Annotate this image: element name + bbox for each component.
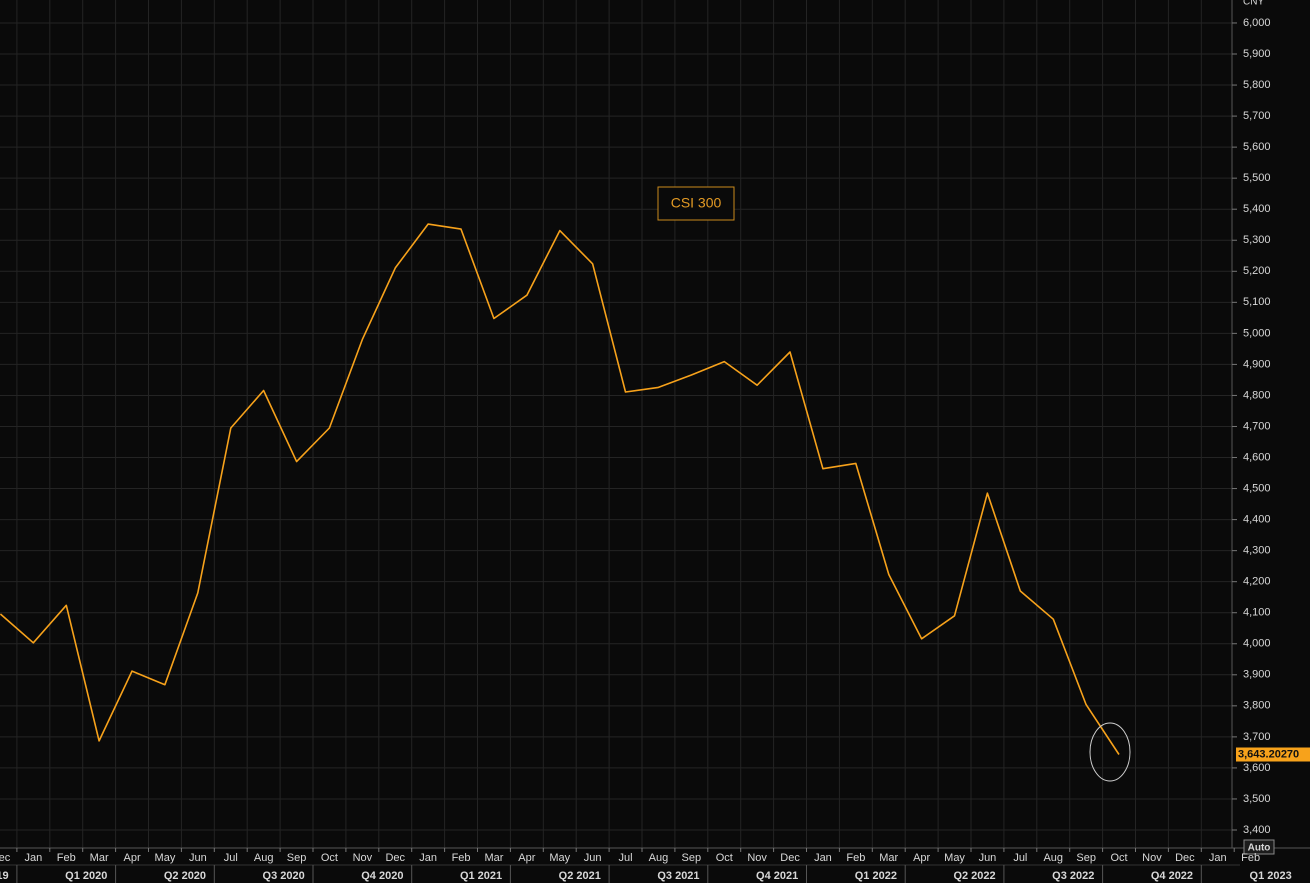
x-tick-label: Aug (1043, 852, 1063, 864)
y-unit: CNY (1243, 0, 1264, 8)
x-tick-label: Dec (385, 852, 405, 864)
y-tick-label: 3,800 (1243, 700, 1271, 712)
x-tick-label: Mar (90, 852, 109, 864)
x-tick-label: Nov (353, 852, 373, 864)
y-tick-label: 4,800 (1243, 389, 1271, 401)
x-tick-label: Feb (846, 852, 865, 864)
x-tick-label: May (944, 852, 965, 864)
quarter-tick-label: Q2 2021 (559, 870, 601, 882)
x-tick-label: Mar (879, 852, 898, 864)
x-tick-label: Jun (584, 852, 602, 864)
x-tick-label: Jul (1013, 852, 1027, 864)
quarter-tick-label: Q3 2020 (263, 870, 305, 882)
y-tick-label: 4,600 (1243, 451, 1271, 463)
x-tick-label: Oct (716, 852, 733, 864)
x-tick-label: Oct (1110, 852, 1127, 864)
y-tick-label: 4,200 (1243, 576, 1271, 588)
x-tick-label: Apr (123, 852, 140, 864)
last-value-box (1236, 747, 1310, 762)
annotation: CSI 300 (657, 186, 735, 221)
x-tick-label: Jan (419, 852, 437, 864)
quarter-tick-label: Q4 2020 (361, 870, 403, 882)
quarter-tick-label: Q4 2021 (756, 870, 798, 882)
auto-button-label[interactable]: Auto (1248, 843, 1271, 854)
y-tick-label: 5,500 (1243, 172, 1271, 184)
y-tick-label: 5,200 (1243, 265, 1271, 277)
y-tick-label: 4,300 (1243, 545, 1271, 557)
x-tick-label: Jun (189, 852, 207, 864)
y-tick-label: 5,100 (1243, 296, 1271, 308)
x-tick-label: Nov (1142, 852, 1162, 864)
x-tick-label: Sep (1076, 852, 1096, 864)
quarter-tick-label: Q4 2022 (1151, 870, 1193, 882)
y-tick-label: 3,500 (1243, 793, 1271, 805)
y-tick-label: 5,300 (1243, 234, 1271, 246)
x-tick-label: Dec (0, 852, 11, 864)
y-tick-label: 5,700 (1243, 110, 1271, 122)
quarter-tick-label: Q1 2022 (855, 870, 897, 882)
quarter-tick-label: Q2 2022 (953, 870, 995, 882)
x-tick-label: Aug (649, 852, 669, 864)
quarter-tick-label: Q1 2020 (65, 870, 107, 882)
quarter-tick-label: Q4 2019 (0, 870, 9, 882)
x-tick-label: Jan (1209, 852, 1227, 864)
x-tick-label: May (549, 852, 570, 864)
quarter-tick-label: Q1 2021 (460, 870, 502, 882)
x-tick-label: Nov (747, 852, 767, 864)
y-tick-label: 6,000 (1243, 17, 1271, 29)
x-tick-label: Dec (1175, 852, 1195, 864)
x-tick-label: Sep (287, 852, 307, 864)
annotation-text: CSI 300 (671, 195, 722, 211)
y-tick-label: 3,900 (1243, 669, 1271, 681)
y-tick-label: 4,900 (1243, 358, 1271, 370)
y-tick-label: 4,000 (1243, 638, 1271, 650)
y-tick-label: 4,700 (1243, 420, 1271, 432)
y-tick-label: 4,100 (1243, 607, 1271, 619)
quarter-tick-label: Q1 2023 (1250, 870, 1292, 882)
x-tick-label: Apr (518, 852, 535, 864)
y-tick-label: 5,600 (1243, 141, 1271, 153)
x-tick-label: Jan (24, 852, 42, 864)
x-tick-label: Apr (913, 852, 930, 864)
series-line (0, 223, 1120, 755)
highlight-circle (1089, 722, 1131, 782)
annotation-box (657, 186, 735, 221)
x-tick-label: Feb (452, 852, 471, 864)
last-value-label: 3,643.20270 (1238, 748, 1299, 760)
scale-button[interactable]: Auto (1243, 839, 1275, 855)
y-tick-label: 4,500 (1243, 482, 1271, 494)
x-tick-label: Jul (224, 852, 238, 864)
y-tick-label: 5,000 (1243, 327, 1271, 339)
y-tick-label: 3,400 (1243, 824, 1271, 836)
x-tick-label: Jan (814, 852, 832, 864)
x-tick-label: Sep (682, 852, 702, 864)
y-tick-label: 5,400 (1243, 203, 1271, 215)
plot-area (0, 223, 1120, 755)
grid (0, 0, 1232, 848)
x-tick-label: Jun (979, 852, 997, 864)
y-tick-label: 5,800 (1243, 79, 1271, 91)
x-tick-label: Feb (1241, 852, 1260, 864)
x-tick-label: Dec (780, 852, 800, 864)
x-tick-label: Mar (484, 852, 503, 864)
x-tick-label: Jul (619, 852, 633, 864)
quarter-tick-label: Q2 2020 (164, 870, 206, 882)
x-tick-label: Aug (254, 852, 274, 864)
y-tick-label: 3,600 (1243, 762, 1271, 774)
auto-button[interactable] (1243, 839, 1275, 855)
x-tick-label: Oct (321, 852, 338, 864)
y-tick-label: 3,700 (1243, 731, 1271, 743)
y-tick-label: 5,900 (1243, 48, 1271, 60)
quarter-tick-label: Q3 2021 (657, 870, 699, 882)
y-tick-label: 4,400 (1243, 514, 1271, 526)
x-tick-label: May (155, 852, 176, 864)
x-tick-label: Feb (57, 852, 76, 864)
quarter-tick-label: Q3 2022 (1052, 870, 1094, 882)
